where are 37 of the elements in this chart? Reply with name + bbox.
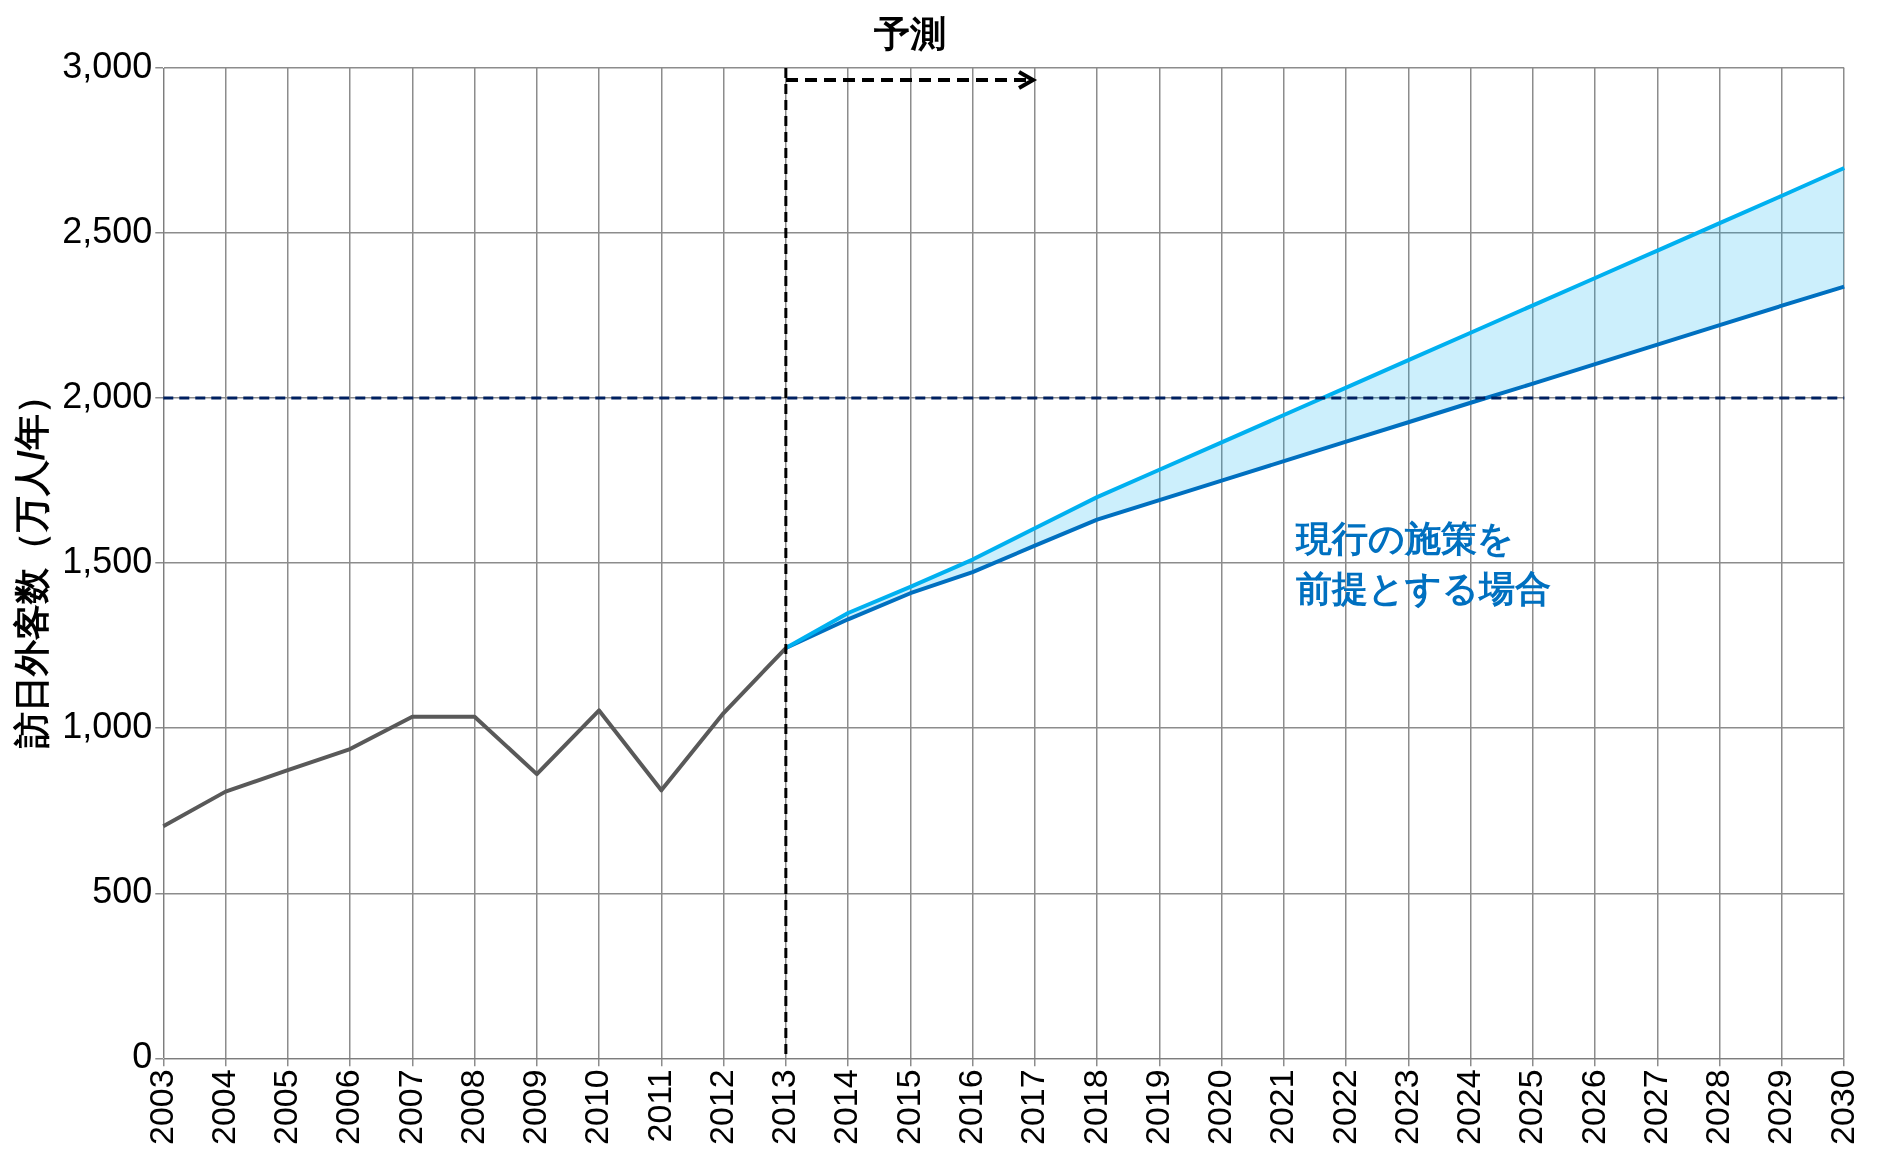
y-tick-label: 3,000 [62, 44, 153, 86]
x-tick-label: 2022 [1324, 1069, 1363, 1145]
x-tick-label: 2021 [1262, 1069, 1301, 1145]
x-tick-label: 2007 [390, 1069, 429, 1145]
x-tick-label: 2019 [1137, 1069, 1176, 1145]
x-tick-label: 2005 [266, 1069, 305, 1145]
y-tick-label: 2,500 [62, 209, 153, 251]
x-tick-label: 2009 [515, 1069, 554, 1145]
x-tick-label: 2011 [639, 1069, 678, 1143]
x-tick-label: 2016 [950, 1069, 989, 1145]
x-tick-label: 2004 [203, 1069, 242, 1145]
x-tick-label: 2013 [764, 1069, 803, 1145]
x-tick-label: 2018 [1075, 1069, 1114, 1145]
x-tick-label: 2008 [452, 1069, 491, 1145]
x-tick-label: 2014 [826, 1069, 865, 1145]
x-tick-label: 2029 [1760, 1069, 1799, 1145]
y-tick-label: 500 [92, 870, 153, 912]
x-tick-label: 2027 [1635, 1069, 1674, 1145]
y-tick-label: 1,500 [62, 540, 153, 582]
y-axis-title: 訪日外客数（万人/年） [10, 378, 52, 750]
x-tick-label: 2015 [888, 1069, 927, 1145]
x-tick-label: 2026 [1573, 1069, 1612, 1145]
y-tick-label: 2,000 [62, 375, 153, 417]
annotation: 前提とする場合 [1296, 566, 1552, 611]
annotation: 現行の施策を [1296, 516, 1515, 561]
y-tick-label: 1,000 [62, 705, 153, 747]
x-tick-label: 2024 [1449, 1069, 1488, 1145]
x-tick-label: 2017 [1013, 1069, 1052, 1145]
x-tick-label: 2025 [1511, 1069, 1550, 1145]
text: 予測 [873, 12, 948, 56]
x-tick-label: 2010 [577, 1069, 616, 1145]
x-tick-label: 2028 [1698, 1069, 1737, 1145]
x-tick-label: 2012 [701, 1069, 740, 1145]
x-tick-label: 2030 [1822, 1069, 1861, 1145]
x-tick-label: 2006 [328, 1069, 367, 1145]
x-tick-label: 2023 [1386, 1069, 1425, 1145]
x-tick-label: 2020 [1200, 1069, 1239, 1145]
